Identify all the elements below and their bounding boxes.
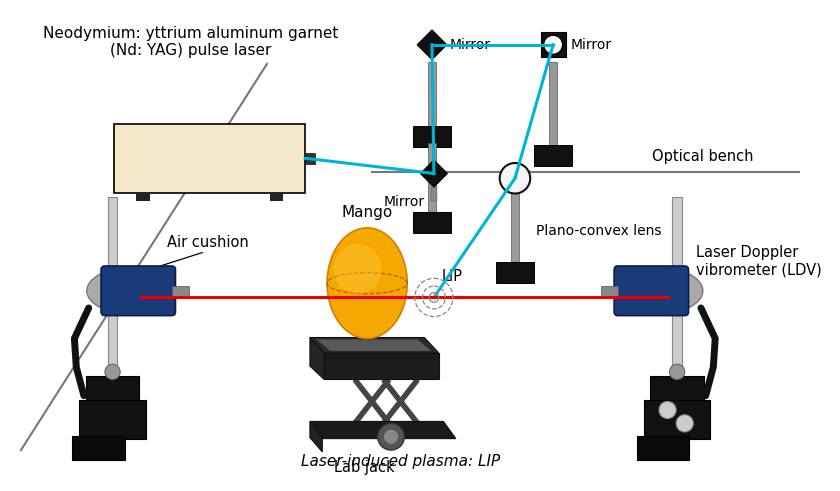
Polygon shape: [317, 339, 431, 351]
Bar: [672, 197, 682, 374]
Text: Mirror: Mirror: [449, 38, 491, 52]
Bar: [413, 212, 451, 233]
Polygon shape: [310, 421, 323, 452]
Text: Air cushion: Air cushion: [167, 235, 249, 249]
Bar: [428, 62, 436, 126]
Bar: [305, 153, 315, 164]
Text: Laser Doppler
vibrometer (LDV): Laser Doppler vibrometer (LDV): [696, 245, 822, 277]
Bar: [136, 192, 150, 201]
Polygon shape: [417, 30, 447, 59]
Bar: [637, 436, 690, 460]
Bar: [114, 124, 305, 192]
Polygon shape: [310, 421, 456, 438]
Text: Plano-convex lens: Plano-convex lens: [536, 224, 661, 238]
Polygon shape: [310, 337, 324, 380]
Circle shape: [383, 429, 399, 444]
Bar: [428, 143, 436, 215]
Text: Mango: Mango: [342, 205, 393, 220]
Bar: [512, 192, 519, 264]
Bar: [86, 376, 139, 404]
Text: Neodymium: yttrium aluminum garnet
(Nd: YAG) pulse laser: Neodymium: yttrium aluminum garnet (Nd: …: [43, 26, 339, 58]
Bar: [643, 401, 711, 438]
Ellipse shape: [327, 228, 407, 338]
Bar: [549, 62, 557, 148]
Circle shape: [676, 415, 693, 432]
Circle shape: [500, 163, 530, 193]
Bar: [496, 262, 534, 283]
Bar: [650, 376, 704, 404]
Bar: [72, 436, 125, 460]
Bar: [601, 286, 618, 296]
Circle shape: [669, 364, 685, 380]
Bar: [534, 145, 572, 166]
Ellipse shape: [87, 268, 172, 314]
Bar: [108, 197, 118, 374]
Ellipse shape: [333, 244, 381, 294]
Bar: [171, 286, 189, 296]
Bar: [431, 187, 437, 201]
FancyBboxPatch shape: [101, 266, 176, 316]
Bar: [79, 401, 146, 438]
Circle shape: [378, 423, 404, 450]
Text: Lab jack: Lab jack: [333, 460, 395, 475]
Polygon shape: [324, 353, 438, 380]
Polygon shape: [541, 32, 565, 57]
Circle shape: [659, 402, 676, 419]
Bar: [270, 192, 283, 201]
Text: Mirror: Mirror: [570, 38, 612, 52]
Text: Laser-induced plasma: LIP: Laser-induced plasma: LIP: [301, 454, 500, 469]
Text: Mirror: Mirror: [383, 195, 424, 209]
Text: LIP: LIP: [442, 269, 463, 284]
Ellipse shape: [617, 268, 703, 314]
Polygon shape: [310, 337, 438, 353]
Circle shape: [543, 35, 563, 55]
FancyBboxPatch shape: [614, 266, 689, 316]
Text: Optical bench: Optical bench: [652, 149, 753, 164]
Circle shape: [105, 364, 120, 380]
Polygon shape: [420, 160, 448, 187]
Bar: [413, 126, 451, 147]
